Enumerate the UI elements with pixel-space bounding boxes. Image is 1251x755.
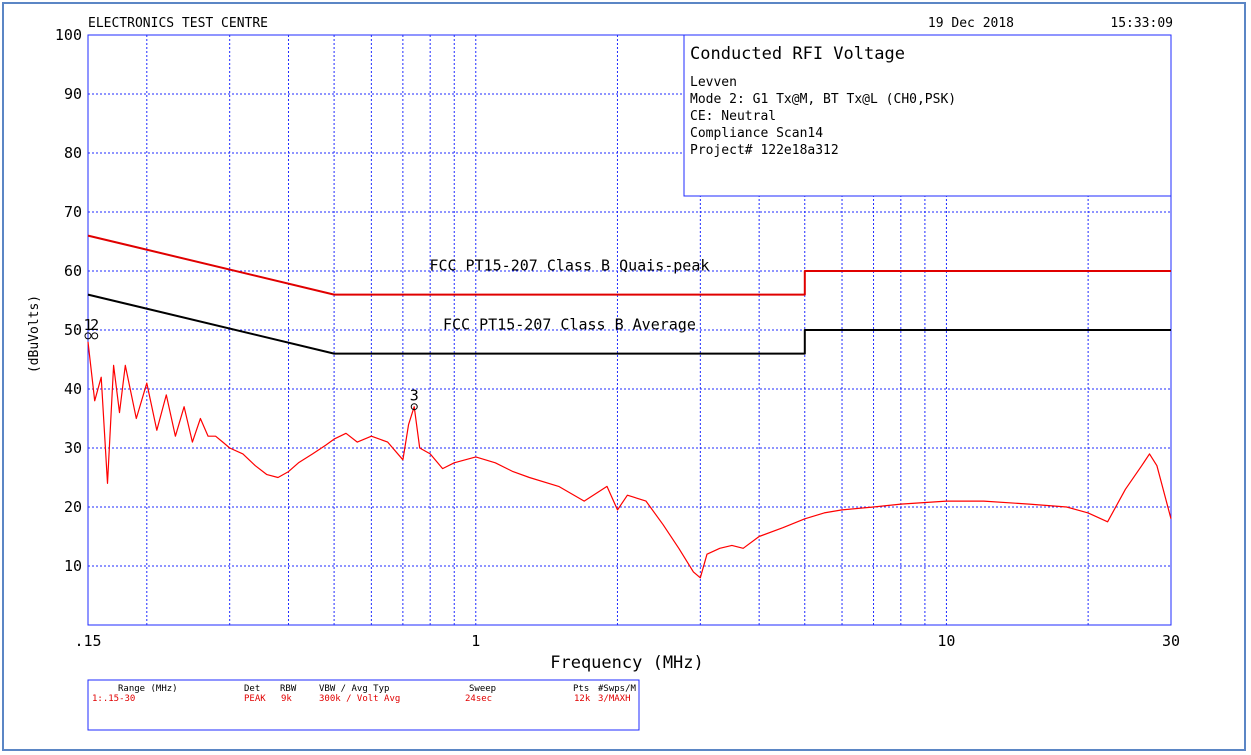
settings-header: Det	[244, 684, 260, 694]
report-time: 15:33:09	[1110, 16, 1173, 31]
settings-table: Range (MHz) Det RBW VBW / Avg Typ Sweep …	[87, 679, 640, 731]
y-axis-label: (dBuVolts)	[27, 295, 42, 373]
settings-cell: 3/MAXH	[598, 694, 631, 704]
settings-cell: 24sec	[465, 694, 492, 704]
info-line: Levven	[690, 75, 737, 90]
series-layer	[87, 234, 1172, 579]
report-date: 19 Dec 2018	[928, 16, 1014, 31]
lab-name: ELECTRONICS TEST CENTRE	[88, 16, 268, 31]
settings-header: VBW / Avg Typ	[319, 684, 389, 694]
settings-cell: 300k / Volt Avg	[319, 694, 400, 704]
series-label-average: FCC PT15-207 Class B Average	[443, 316, 696, 334]
info-line: Project# 122e18a312	[690, 143, 839, 158]
settings-header: Sweep	[469, 684, 496, 694]
tick-labels: .15 1 10 30 10 20 30 40 50 60 70 80 90 100	[55, 26, 1180, 650]
settings-cell: 1:.15-30	[92, 694, 135, 704]
y-tick-label: 50	[64, 321, 82, 339]
limit-line-average	[87, 293, 1171, 355]
marker-label: 1	[83, 316, 92, 334]
marker-label: 3	[410, 387, 419, 405]
info-box-border	[683, 34, 1172, 197]
marker-label: 2	[90, 316, 99, 334]
settings-header: Range (MHz)	[118, 684, 178, 694]
measured-trace	[87, 341, 1172, 579]
marker-dot	[91, 332, 99, 340]
y-tick-label: 20	[64, 498, 82, 516]
peak-markers: 12 3	[83, 316, 419, 411]
y-tick-label: 70	[64, 203, 82, 221]
marker-dot	[410, 403, 418, 411]
info-box: Conducted RFI Voltage Levven Mode 2: G1 …	[683, 34, 1172, 197]
settings-cell: 12k	[574, 694, 591, 704]
settings-cell: PEAK	[244, 694, 266, 704]
grid	[88, 35, 1171, 625]
y-tick-label: 30	[64, 439, 82, 457]
series-label-quasi-peak: FCC PT15-207 Class B Quais-peak	[429, 257, 709, 275]
series-labels: FCC PT15-207 Class B Quais-peak FCC PT15-…	[429, 257, 709, 334]
y-tick-label: 60	[64, 262, 82, 280]
x-tick-label: 1	[471, 632, 480, 650]
settings-header: #Swps/M	[598, 684, 637, 694]
settings-cell: 9k	[281, 694, 292, 704]
info-line: Mode 2: G1 Tx@M, BT Tx@L (CH0,PSK)	[690, 92, 956, 107]
y-tick-label: 80	[64, 144, 82, 162]
settings-table-border	[87, 679, 640, 731]
y-tick-label: 40	[64, 380, 82, 398]
y-tick-label: 100	[55, 26, 82, 44]
limit-line-quasi-peak	[87, 234, 1171, 296]
info-line: Compliance Scan14	[690, 126, 823, 141]
settings-header: RBW	[280, 684, 297, 694]
info-line: CE: Neutral	[690, 109, 776, 124]
settings-header: Pts	[573, 684, 589, 694]
x-axis-label: Frequency (MHz)	[550, 653, 704, 673]
x-tick-label: 10	[937, 632, 955, 650]
x-tick-label: 30	[1162, 632, 1180, 650]
y-tick-label: 10	[64, 557, 82, 575]
marker-dot	[84, 332, 92, 340]
y-tick-label: 90	[64, 85, 82, 103]
x-tick-label: .15	[74, 632, 101, 650]
info-title: Conducted RFI Voltage	[690, 44, 905, 64]
